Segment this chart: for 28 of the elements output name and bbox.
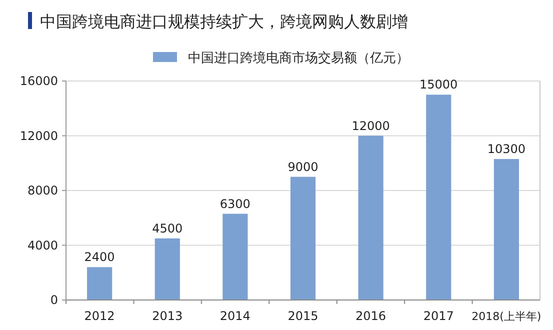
y-tick-label: 4000 (27, 238, 58, 252)
x-tick-label: 2018(上半年) (472, 310, 542, 323)
bar (222, 214, 248, 300)
bar (494, 159, 519, 300)
chart-title: 中国跨境电商进口规模持续扩大，跨境网购人数剧增 (40, 12, 408, 31)
x-tick-label: 2016 (356, 309, 386, 323)
bar (87, 267, 112, 300)
data-label: 10300 (487, 142, 526, 156)
bar (154, 238, 180, 300)
data-label: 15000 (420, 78, 458, 92)
y-tick-label: 16000 (20, 74, 58, 88)
y-tick-label: 8000 (27, 184, 58, 198)
data-label: 4500 (152, 221, 183, 236)
bar (358, 136, 384, 300)
y-tick-label: 12000 (20, 128, 58, 143)
y-tick-label: 0 (50, 293, 58, 307)
legend-label: 中国进口跨境电商市场交易额（亿元） (188, 50, 409, 66)
bar (290, 176, 316, 300)
x-tick-label: 2014 (220, 309, 250, 323)
x-tick-label: 2012 (84, 309, 115, 323)
data-label: 12000 (352, 118, 390, 133)
data-label: 9000 (288, 160, 318, 174)
data-label: 2400 (84, 250, 115, 264)
x-tick-label: 2013 (152, 309, 183, 323)
bar (426, 94, 452, 300)
x-tick-label: 2017 (423, 309, 454, 323)
data-label: 6300 (220, 196, 250, 211)
x-tick-label: 2015 (288, 309, 318, 323)
